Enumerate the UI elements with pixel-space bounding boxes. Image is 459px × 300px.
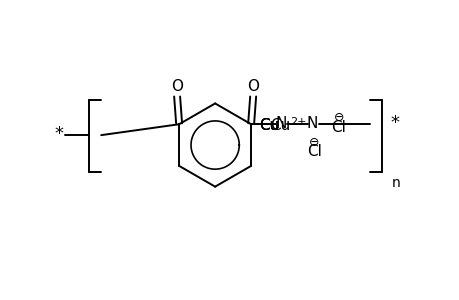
- Text: n: n: [391, 176, 399, 190]
- Text: O: O: [246, 79, 258, 94]
- Text: Cl: Cl: [331, 120, 346, 135]
- Text: ⊖: ⊖: [333, 111, 343, 124]
- Text: Cl: Cl: [306, 145, 321, 160]
- Text: Cu: Cu: [269, 118, 289, 133]
- Text: Cu: Cu: [259, 118, 279, 133]
- Text: ⊖: ⊖: [308, 136, 319, 148]
- Text: *: *: [54, 125, 63, 143]
- Text: *: *: [390, 114, 399, 132]
- Text: N: N: [306, 116, 318, 131]
- Text: O: O: [171, 79, 183, 94]
- Text: Cu: Cu: [259, 118, 279, 133]
- Text: N: N: [274, 116, 286, 131]
- Text: 2+: 2+: [290, 117, 306, 127]
- Text: Cu: Cu: [259, 118, 279, 133]
